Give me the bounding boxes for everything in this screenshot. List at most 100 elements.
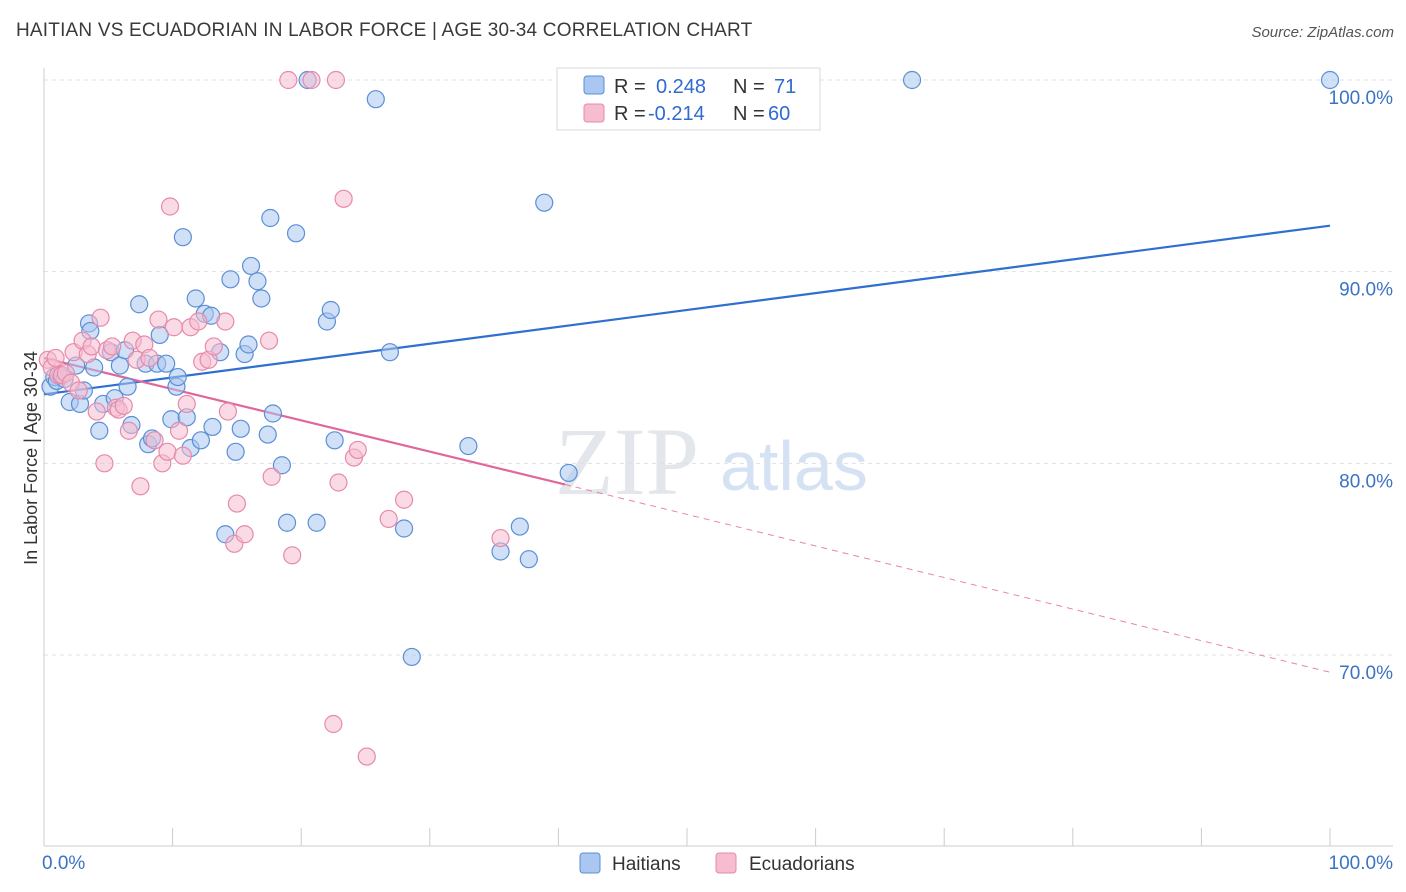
legend-r-value-2: -0.214 (648, 103, 705, 125)
ecuadorian-point (235, 525, 254, 544)
legend-swatch-ecuadorians (583, 103, 605, 123)
haitian-point (902, 70, 922, 90)
haitian-point (510, 517, 529, 536)
source-label: Source: ZipAtlas.com (1251, 24, 1394, 41)
haitian-point (130, 295, 149, 314)
ecuadorian-point (279, 70, 298, 90)
legend-r-label-2: R = (614, 103, 646, 125)
haitian-point (90, 421, 109, 440)
haitian-point (394, 519, 414, 538)
haitian-point (173, 228, 192, 247)
legend-n-value-2: 60 (768, 103, 790, 125)
ecuadorian-point (204, 337, 223, 356)
haitian-point (191, 431, 210, 450)
legend-n-label-2: N = (733, 103, 765, 125)
haitian-point (519, 550, 538, 569)
axes (43, 68, 1393, 847)
haitian-point (186, 289, 205, 308)
y-tick-labels: 70.0% 80.0% 90.0% 100.0% (1329, 88, 1394, 684)
ecuadorian-point (46, 348, 65, 368)
y-tick-label-80: 80.0% (1339, 471, 1393, 492)
ecuadorian-point (357, 747, 376, 766)
ecuadorian-point (119, 421, 138, 440)
ecuadorian-point (491, 528, 510, 548)
haitian-point (157, 354, 176, 373)
legend-r-label-1: R = (614, 76, 646, 98)
haitian-point (307, 513, 326, 532)
ecuadorian-point (394, 490, 414, 509)
ecuadorian-point (216, 312, 235, 331)
haitian-point (272, 456, 292, 475)
chart-title: HAITIAN VS ECUADORIAN IN LABOR FORCE | A… (16, 20, 753, 41)
watermark-atlas: atlas (720, 427, 868, 505)
ecuadorian-point (379, 509, 398, 529)
y-tick-label-100: 100.0% (1329, 88, 1394, 109)
haitian-point (263, 404, 283, 423)
x-tick-label-max: 100.0% (1329, 853, 1394, 874)
ecuadorian-point (324, 714, 343, 734)
ecuadorian-point (326, 70, 346, 90)
series-legend: Haitians Ecuadorians (579, 852, 855, 875)
ecuadorian-point (283, 546, 302, 565)
x-tick-label-min: 0.0% (42, 853, 85, 874)
haitian-point (325, 431, 344, 450)
haitian-point (248, 272, 267, 291)
haitian-point (559, 463, 578, 483)
haitian-point (258, 425, 277, 444)
legend-n-label-1: N = (733, 76, 765, 98)
haitian-point (402, 647, 421, 667)
ecuadorian-point (87, 402, 106, 421)
haitian-point (252, 289, 271, 308)
haitian-point (118, 377, 137, 396)
legend-n-value-1: 71 (774, 76, 796, 98)
haitian-point (321, 300, 340, 320)
ecuadorian-point (227, 494, 246, 513)
ecuadorian-point (218, 402, 237, 421)
haitian-point (459, 436, 478, 456)
ecuadorian-point (169, 421, 189, 440)
ecuadorian-point (82, 337, 101, 356)
ecuadorian-point (173, 446, 192, 465)
ecuadorian-point (69, 381, 88, 400)
bottom-legend-swatch-haitians (579, 852, 601, 874)
ecuadorian-point (164, 318, 183, 337)
y-tick-label-90: 90.0% (1339, 280, 1393, 301)
ecuadorian-point (177, 394, 196, 414)
haitian-point (1320, 70, 1340, 90)
ecuadorian-point (149, 310, 168, 329)
ecuadorian-point (160, 197, 180, 216)
stats-legend: R = 0.248 N = 71 R = -0.214 N = 60 (556, 67, 821, 131)
ecuadorian-trend-line (43, 356, 566, 486)
ecuadorian-point (302, 70, 321, 90)
ecuadorian-point (334, 189, 353, 208)
ecuadorian-point (259, 331, 279, 350)
bottom-legend-label-ecuadorians: Ecuadorians (749, 854, 855, 875)
legend-swatch-haitians (583, 75, 605, 95)
haitian-point (239, 335, 258, 354)
haitian-point (261, 208, 280, 228)
ecuadorian-point (145, 431, 164, 450)
ecuadorian-point (91, 308, 110, 327)
haitian-point (168, 367, 187, 387)
y-axis-label: In Labor Force | Age 30-34 (21, 351, 41, 565)
ecuadorian-point (262, 467, 281, 486)
haitian-point (110, 356, 129, 375)
ecuadorian-point (348, 440, 367, 460)
haitian-point (277, 513, 297, 532)
ecuadorian-point (158, 442, 177, 461)
bottom-legend-label-haitians: Haitians (612, 854, 681, 875)
legend-r-value-1: 0.248 (656, 76, 706, 98)
y-tick-label-70: 70.0% (1339, 663, 1393, 684)
ecuadorian-point (140, 348, 159, 368)
ecuadorian-point (329, 473, 348, 492)
bottom-legend-swatch-ecuadorians (715, 852, 737, 874)
haitian-point (203, 417, 222, 437)
haitian-point (221, 270, 240, 289)
ecuadorian-point (189, 312, 208, 331)
haitian-point (226, 442, 245, 461)
data-points (38, 70, 1340, 766)
ecuadorian-point (103, 337, 122, 356)
ecuadorian-point (131, 477, 150, 496)
watermark-zip: ZIP (555, 408, 699, 515)
